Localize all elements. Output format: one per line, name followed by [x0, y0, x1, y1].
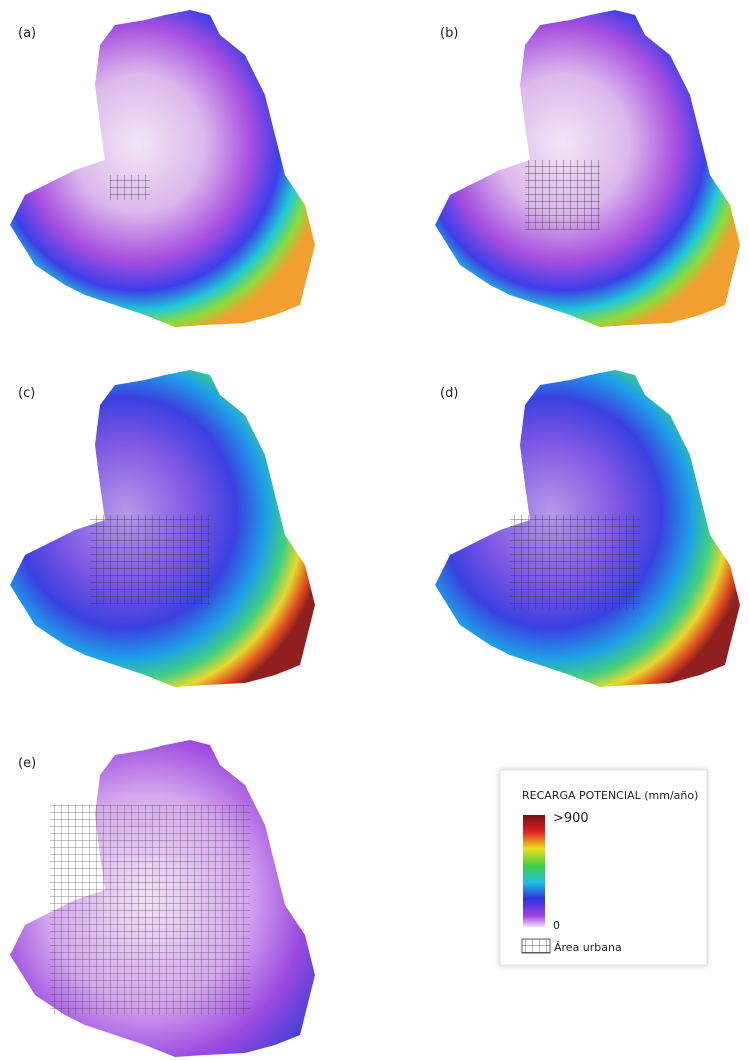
- map-panel: [10, 370, 315, 687]
- legend-urban: Área urbana: [554, 941, 622, 954]
- panel-label: (a): [18, 26, 36, 41]
- legend-min: 0: [553, 919, 560, 932]
- color-bar: [523, 815, 545, 927]
- map-panel: [435, 370, 740, 687]
- urban-swatch: [521, 938, 551, 954]
- panel-label: (e): [18, 756, 36, 771]
- legend-max: >900: [553, 811, 589, 826]
- legend: RECARGA POTENCIAL (mm/año) >900 0 Área u…: [499, 769, 708, 966]
- map-panel: [10, 10, 315, 327]
- map-panel: [10, 740, 315, 1057]
- panel-label: (b): [440, 26, 458, 41]
- map-panel: [435, 10, 740, 327]
- legend-title: RECARGA POTENCIAL (mm/año): [522, 789, 698, 802]
- panel-label: (c): [18, 386, 35, 401]
- panel-label: (d): [440, 386, 458, 401]
